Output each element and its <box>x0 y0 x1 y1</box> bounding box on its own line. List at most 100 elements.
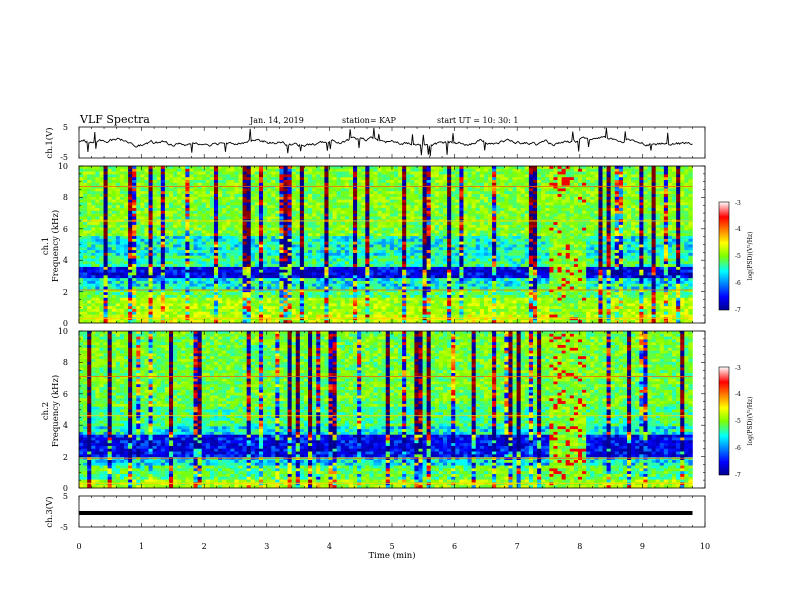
spectrogram-cell <box>168 180 174 184</box>
spectrogram-cell <box>83 205 88 209</box>
spectrogram-cell <box>213 224 219 228</box>
spectrogram-cell <box>205 166 211 170</box>
spectrogram-cell <box>140 194 145 198</box>
spectrogram-cell <box>340 236 346 240</box>
spectrogram-cell <box>218 247 223 251</box>
spectrogram-cell <box>377 233 382 237</box>
spectrogram-cell <box>332 199 337 203</box>
spectrogram-cell <box>586 191 591 195</box>
spectrogram-cell <box>545 210 550 214</box>
spectrogram-cell <box>577 171 583 175</box>
spectrogram-cell <box>140 174 145 178</box>
spectrogram-cell <box>586 227 591 231</box>
spectrogram-cell <box>128 188 133 192</box>
spectrogram-cell <box>115 185 121 189</box>
spectrogram-cell <box>308 191 313 195</box>
spectrogram-cell <box>635 188 640 192</box>
spectrogram-cell <box>676 250 681 254</box>
spectrogram-cell <box>398 213 403 217</box>
spectrogram-cell <box>128 247 133 251</box>
spectrogram-cell <box>185 216 190 220</box>
spectrogram-cell <box>156 241 162 245</box>
spectrogram-cell <box>91 258 96 262</box>
spectrogram-cell <box>496 171 501 175</box>
spectrogram-cell <box>87 213 92 217</box>
spectrogram-cell <box>676 182 681 186</box>
spectrogram-cell <box>541 168 546 172</box>
spectrogram-cell <box>238 213 243 217</box>
spectrogram-cell <box>647 236 652 240</box>
spectrogram-cell <box>414 222 419 226</box>
spectrogram-cell <box>168 258 174 262</box>
spectrogram-cell <box>459 194 464 198</box>
spectrogram-cell <box>512 191 517 195</box>
spectrogram-cell <box>177 241 182 245</box>
spectrogram-cell <box>377 177 382 181</box>
spectrogram-cell <box>528 185 534 189</box>
spectrogram-cell <box>402 185 407 189</box>
spectrogram-cell <box>181 185 186 189</box>
spectrogram-cell <box>631 196 636 200</box>
spectrogram-cell <box>541 208 546 212</box>
spectrogram-cell <box>303 185 309 189</box>
spectrogram-cell <box>205 199 211 203</box>
spectrogram-cell <box>91 216 96 220</box>
spectrogram-cell <box>328 252 333 257</box>
spectrogram-cell <box>230 230 235 234</box>
spectrogram-cell <box>471 208 477 212</box>
spectrogram-cell <box>258 244 264 248</box>
spectrogram-cell <box>287 194 292 198</box>
spectrogram-cell <box>389 194 395 198</box>
spectrogram-cell <box>573 180 579 184</box>
spectrogram-cell <box>258 182 264 186</box>
spectrogram-cell <box>524 199 530 203</box>
spectrogram-cell <box>287 255 292 259</box>
spectrogram-cell <box>144 188 149 192</box>
spectrogram-cell <box>205 196 211 200</box>
spectrogram-cell <box>111 222 117 226</box>
spectrogram-cell <box>479 244 485 248</box>
spectrogram-cell <box>545 224 550 228</box>
spectrogram-cell <box>107 227 113 231</box>
spectrogram-cell <box>487 166 493 170</box>
spectrogram-cell <box>226 199 231 203</box>
spectrogram-cell <box>459 174 464 178</box>
spectrogram-cell <box>667 177 673 181</box>
spectrogram-cell <box>532 202 538 206</box>
spectrogram-cell <box>602 205 607 209</box>
spectrogram-cell <box>451 230 456 234</box>
spectrogram-cell <box>123 224 129 228</box>
spectrogram-cell <box>312 188 317 192</box>
spectrogram-cell <box>242 185 247 189</box>
spectrogram-cell <box>528 194 534 198</box>
spectrogram-cell <box>590 244 595 248</box>
spectrogram-cell <box>238 180 243 184</box>
spectrogram-cell <box>308 236 313 240</box>
spectrogram-cell <box>463 180 468 184</box>
spectrogram-cell <box>291 224 297 228</box>
spectrogram-cell <box>426 208 432 212</box>
spectrogram-cell <box>250 250 256 254</box>
spectrogram-cell <box>459 182 464 186</box>
spectrogram-cell <box>365 185 370 189</box>
spectrogram-cell <box>308 180 313 184</box>
spectrogram-cell <box>197 177 202 181</box>
spectrogram-cell <box>205 247 211 251</box>
spectrogram-cell <box>524 222 530 226</box>
spectrogram-cell <box>369 236 374 240</box>
spectrogram-cell <box>83 208 88 212</box>
spectrogram-cell <box>410 227 415 231</box>
spectrogram-cell <box>627 241 632 245</box>
spectrogram-cell <box>479 174 485 178</box>
spectrogram-cell <box>418 236 423 240</box>
spectrogram-cell <box>406 227 411 231</box>
spectrogram-cell <box>463 202 468 206</box>
spectrogram-cell <box>111 230 117 234</box>
spectrogram-cell <box>418 196 423 200</box>
spectrogram-cell <box>267 210 272 214</box>
spectrogram-cell <box>504 174 509 178</box>
spectrogram-cell <box>111 233 117 237</box>
spectrogram-cell <box>95 236 100 240</box>
spectrogram-cell <box>467 227 472 231</box>
spectrogram-cell <box>205 194 211 198</box>
